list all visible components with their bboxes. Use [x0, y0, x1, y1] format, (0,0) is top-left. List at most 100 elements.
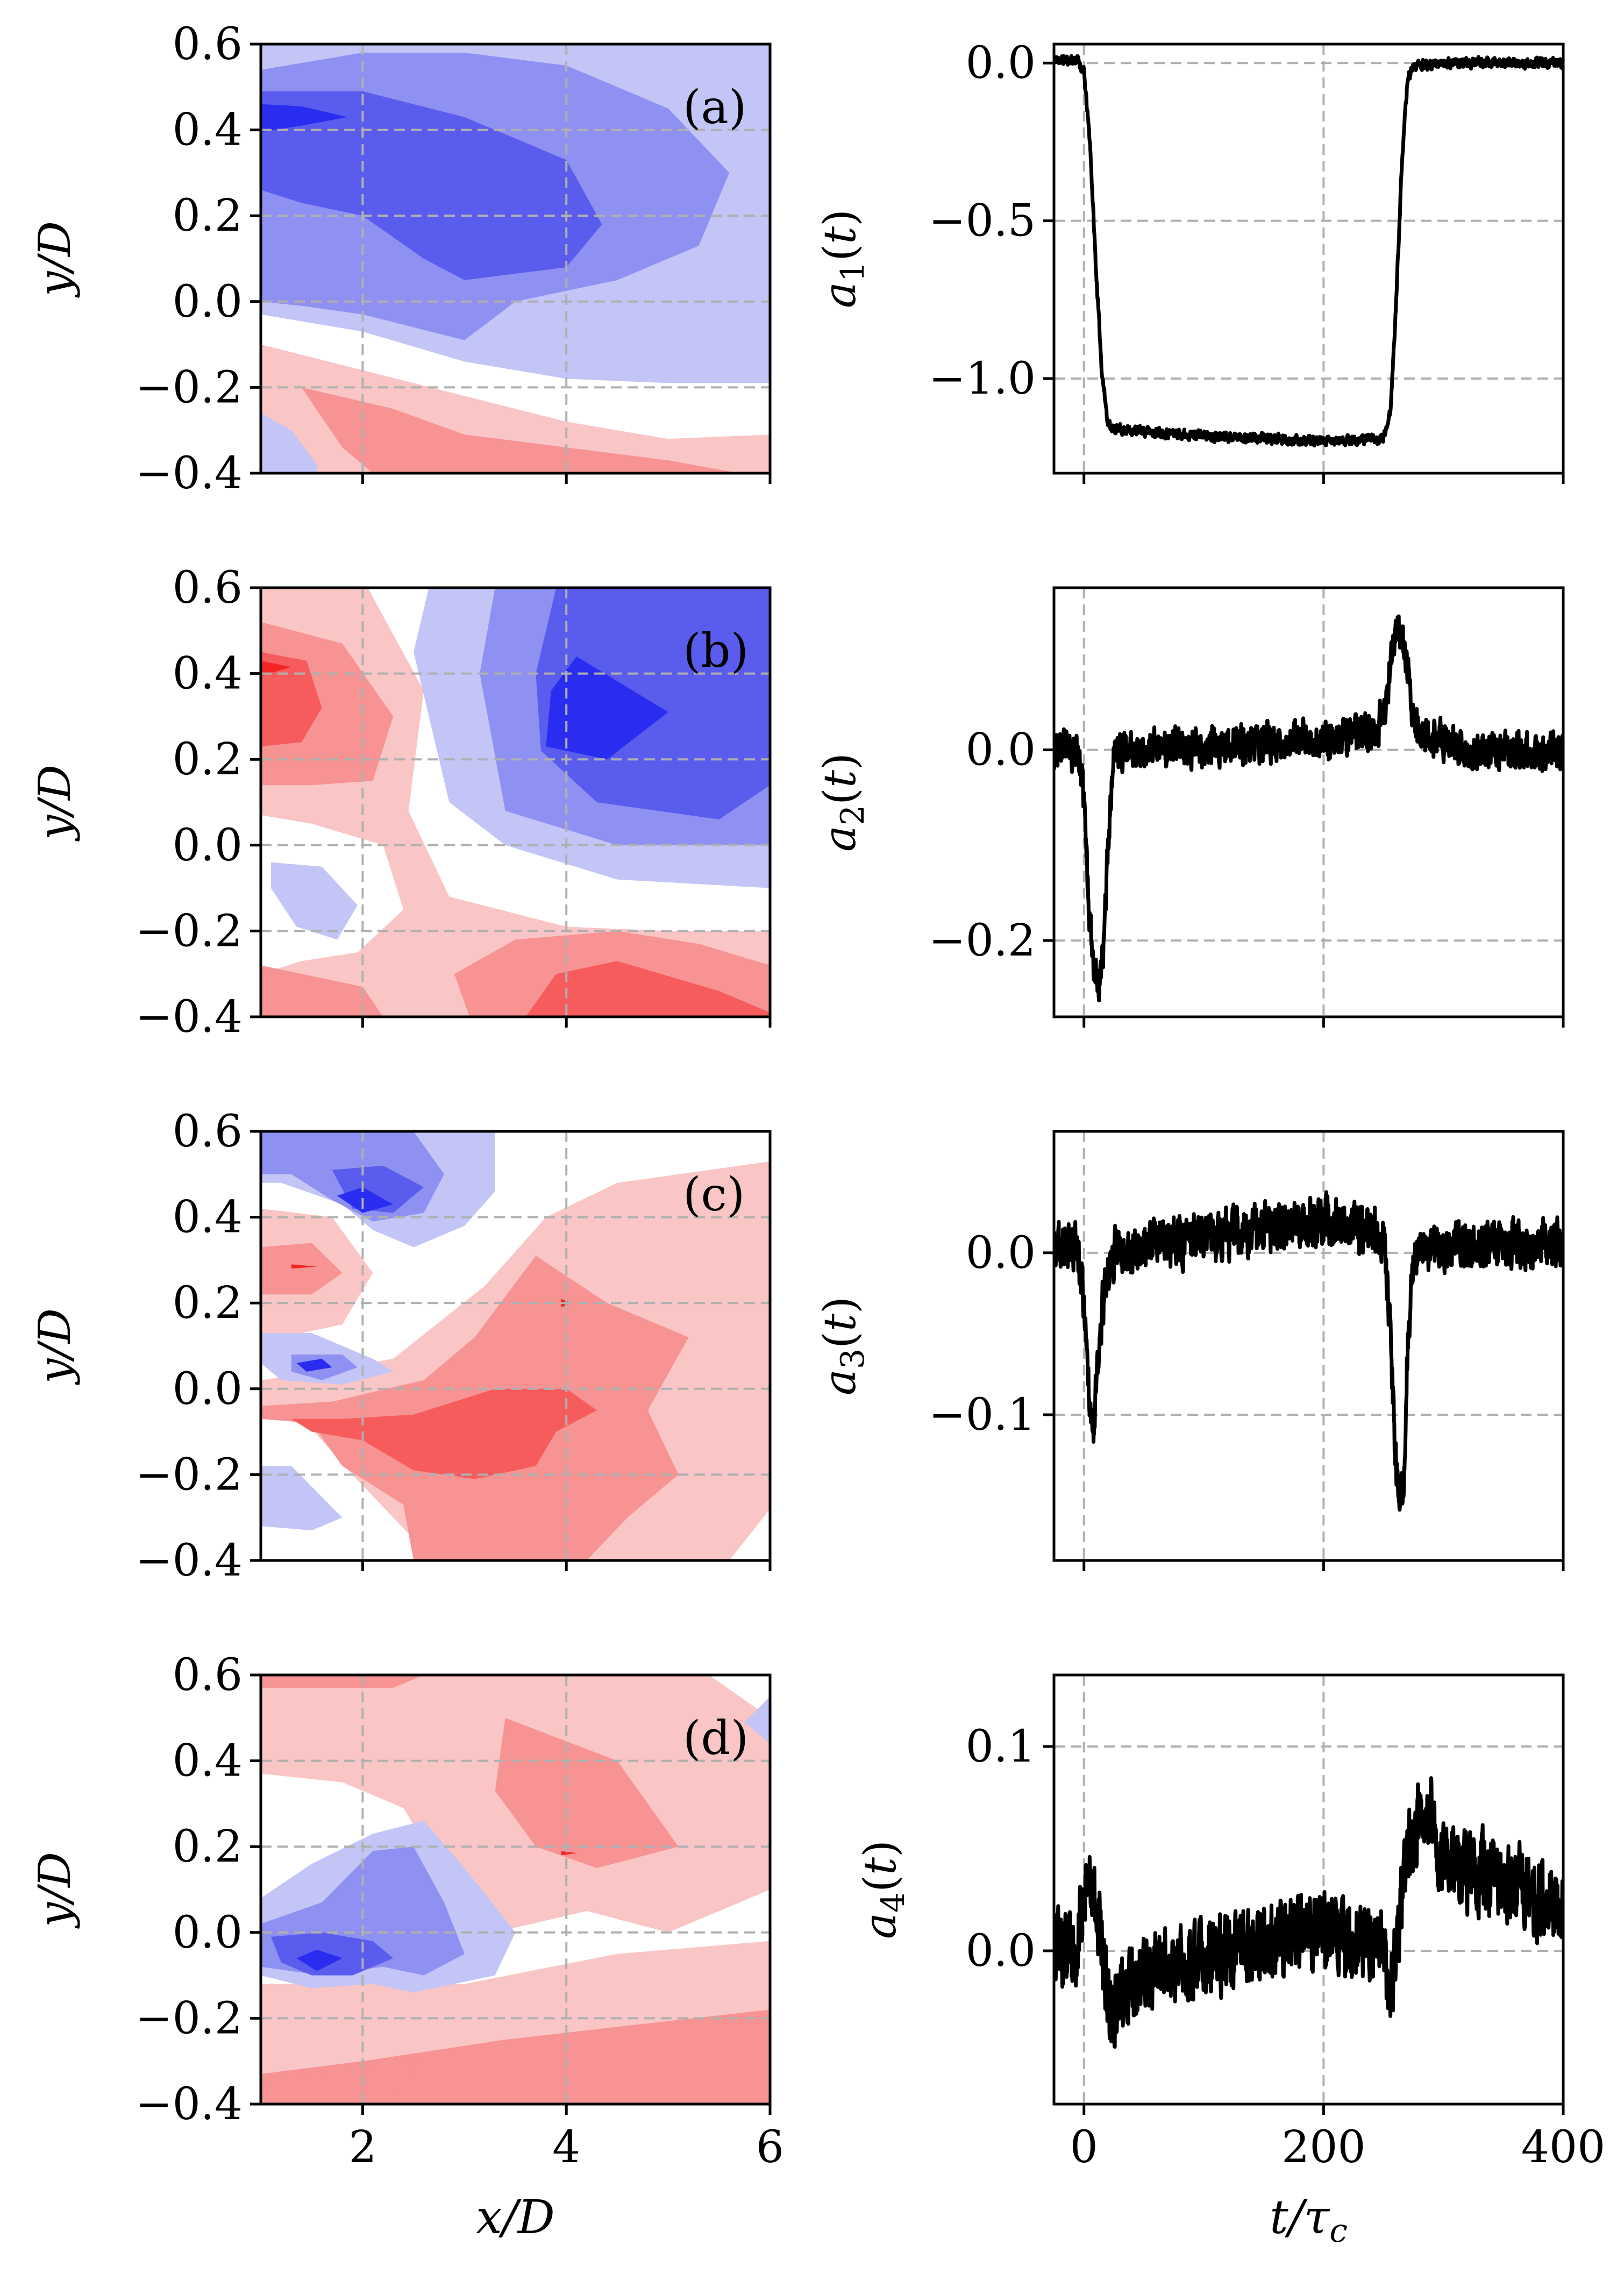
- y-axis-label: a2(t): [815, 753, 872, 852]
- contour-region: [261, 2057, 424, 2104]
- plot-area: [261, 588, 770, 1017]
- contour-region: [296, 1358, 332, 1372]
- contour-region: [561, 1851, 577, 1856]
- contour-region: [261, 1675, 424, 1688]
- y-axis-label: a4(t): [855, 1840, 912, 1939]
- contour-region: [495, 1717, 679, 1869]
- y-tick-label: −0.1: [929, 1389, 1036, 1441]
- axes-frame: [259, 42, 772, 475]
- y-axis-label: y/D: [30, 765, 81, 842]
- x-axis-label: x/D: [476, 2191, 554, 2244]
- panel-4-time-series: −0.2 0.0 a2(t): [815, 586, 1565, 1028]
- contour-region: [261, 1466, 343, 1531]
- y-tick-label: −0.4: [136, 1535, 243, 1586]
- x-tick-label: 200: [1281, 2122, 1366, 2173]
- y-axis-label: a3(t): [815, 1296, 872, 1395]
- panel-label: (b): [683, 624, 749, 678]
- y-tick-label: 0.4: [173, 1192, 243, 1243]
- y-tick-label: −0.4: [136, 448, 243, 499]
- contour-region: [261, 91, 602, 280]
- y-tick-label: −0.2: [136, 1449, 243, 1500]
- y-tick-label: 0.4: [173, 1736, 243, 1787]
- plot-area: [261, 1675, 770, 2104]
- series-line: [1054, 1190, 1563, 1512]
- y-tick-label: 0.6: [173, 562, 243, 614]
- panel-7-contour: 2 4 6 −0.4 −0.2 0.0 0.2 0.4 0.6 (d) y/D x/D: [30, 1650, 784, 2244]
- x-axis-label: t/τc: [1270, 2191, 1348, 2250]
- y-tick-label: 0.4: [173, 648, 243, 700]
- panel-6-time-series: −0.1 0.0 a3(t): [815, 1130, 1565, 1571]
- y-tick-label: −0.2: [136, 362, 243, 413]
- plot-area: [1054, 1675, 1563, 2104]
- contour-region: [291, 1264, 317, 1269]
- y-tick-label: 0.2: [173, 190, 243, 241]
- contour-region: [301, 387, 740, 473]
- plot-area: [1054, 1131, 1563, 1560]
- x-tick-label: 6: [756, 2122, 784, 2173]
- panel-3-contour: −0.4 −0.2 0.0 0.2 0.4 0.6 (b) y/D: [30, 562, 772, 1043]
- contour-region: [261, 965, 383, 1017]
- axes-frame: [1052, 1130, 1565, 1562]
- contour-region: [261, 1243, 343, 1295]
- plot-area: [261, 44, 770, 473]
- x-tick-label: 0: [1070, 2122, 1098, 2173]
- y-tick-label: 0.6: [173, 1106, 243, 1157]
- panel-8-time-series: 0 200 400 0.0 0.1 a4(t) t/τc: [855, 1673, 1606, 2250]
- y-tick-label: 0.0: [966, 1228, 1036, 1279]
- contour-region: [744, 1696, 770, 1744]
- axes-frame: [1052, 1673, 1565, 2106]
- contour-region: [525, 961, 770, 1017]
- series-line: [1054, 1776, 1563, 2049]
- panel-1-contour: −0.4 −0.2 0.0 0.2 0.4 0.6 (a) y/D: [30, 19, 772, 499]
- y-tick-label: 0.6: [173, 19, 243, 70]
- axes-frame: [259, 586, 772, 1018]
- axes-frame: [1052, 586, 1565, 1018]
- y-tick-label: 0.0: [173, 1364, 243, 1415]
- contour-region: [261, 660, 291, 676]
- contour-region: [546, 656, 668, 760]
- y-tick-label: 0.0: [173, 1907, 243, 1958]
- y-tick-label: 0.0: [966, 1926, 1036, 1977]
- panel-label: (d): [683, 1712, 749, 1765]
- plot-area: [261, 1131, 770, 1560]
- contour-region: [270, 862, 358, 940]
- contour-region: [261, 104, 347, 132]
- plot-area: [1054, 44, 1563, 473]
- y-axis-label: y/D: [30, 1852, 81, 1929]
- panel-label: (c): [683, 1168, 745, 1222]
- axes-frame: [1052, 42, 1565, 475]
- y-tick-label: 0.2: [173, 1821, 243, 1872]
- y-tick-label: −1.0: [929, 353, 1036, 404]
- axes-frame: [259, 1673, 772, 2106]
- y-tick-label: 0.0: [173, 820, 243, 871]
- panel-2-time-series: −1.0 −0.5 0.0 a1(t): [815, 38, 1565, 484]
- x-tick-label: 4: [552, 2122, 580, 2173]
- y-tick-label: −0.5: [929, 196, 1036, 247]
- y-tick-label: 0.6: [173, 1650, 243, 1701]
- contour-region: [291, 1388, 597, 1479]
- series-line: [1054, 614, 1563, 1003]
- y-tick-label: −0.2: [929, 915, 1036, 966]
- plot-area: [1054, 588, 1563, 1017]
- y-tick-label: 0.1: [966, 1721, 1036, 1772]
- y-tick-label: 0.2: [173, 1278, 243, 1329]
- y-tick-label: −0.2: [136, 1993, 243, 2044]
- y-tick-label: −0.4: [136, 992, 243, 1043]
- y-axis-label: y/D: [30, 1308, 81, 1386]
- y-tick-label: −0.4: [136, 2079, 243, 2130]
- contour-region: [337, 1187, 394, 1213]
- contour-region: [261, 413, 317, 473]
- contour-region: [261, 652, 322, 747]
- y-axis-label: y/D: [30, 221, 81, 298]
- x-tick-label: 400: [1521, 2122, 1606, 2173]
- axes-frame: [259, 1130, 772, 1562]
- contour-region: [261, 588, 770, 1017]
- y-tick-label: 0.0: [173, 276, 243, 327]
- y-tick-label: 0.0: [966, 724, 1036, 775]
- panel-label: (a): [683, 81, 746, 134]
- contour-region: [296, 1949, 343, 1971]
- panel-5-contour: −0.4 −0.2 0.0 0.2 0.4 0.6 (c) y/D: [30, 1106, 772, 1586]
- y-tick-label: 0.2: [173, 734, 243, 785]
- y-axis-label: a1(t): [815, 209, 872, 308]
